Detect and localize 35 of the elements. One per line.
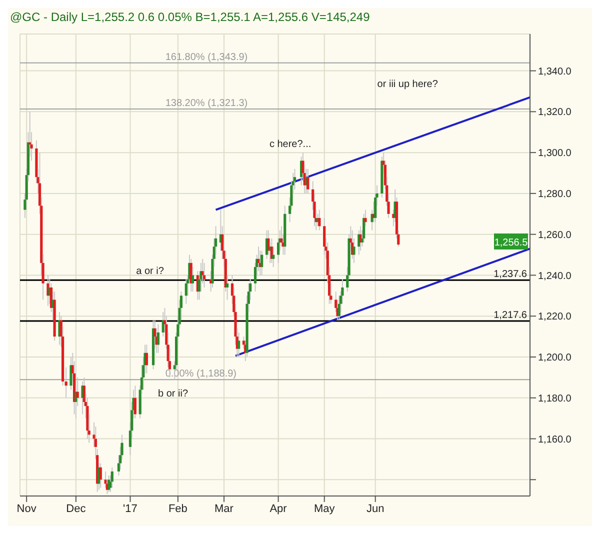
y-tick-label: 1,220.0 [538,312,572,323]
candlestick [110,466,114,488]
candlestick [318,209,321,231]
candlestick [257,246,260,272]
y-tick-label: 1,260.0 [538,230,572,241]
y-tick-label: 1,240.0 [538,270,572,282]
annotation: c here?... [269,139,312,150]
y-tick-label: 1,200.0 [538,352,572,364]
chart-title: @GC - Daily L=1,255.2 0.6 0.05% B=1,255.1 A=1,255.6 V=145,249 [9,9,371,26]
x-tick-label: Nov [16,502,37,515]
candlestick [184,278,188,304]
y-tick-label: 1,300.0 [538,148,572,160]
x-tick-label: Mar [214,502,234,515]
annotation: a or i? [136,266,164,278]
x-tick-label: May [314,502,336,515]
ref-line-label: 161.80% (1,343.9) [165,52,248,63]
candlestick [202,262,206,288]
ref-line-label: 1,217.6 [494,310,528,322]
y-tick-label: 1,160.0 [538,434,572,446]
y-tick-label: 1,280.0 [538,189,572,200]
y-tick-label: 1,340.0 [538,66,572,78]
ref-line-label: 1,237.6 [494,269,528,280]
candlestick [260,250,264,276]
x-tick-label: Jun [366,502,384,515]
y-tick-label: 1,180.0 [538,393,572,404]
x-tick-label: Feb [168,502,188,515]
x-tick-label: Apr [270,502,288,515]
candlestick [306,168,310,194]
x-tick-label: Dec [66,502,86,515]
annotation: or iii up here? [377,79,438,90]
y-tick-label: 1,320.0 [538,107,572,118]
ref-line-label: 138.20% (1,321.3) [165,98,248,110]
annotation: b or ii? [158,388,188,400]
x-tick-label: '17 [123,502,138,515]
annotation: 1,256.5 [494,237,528,248]
